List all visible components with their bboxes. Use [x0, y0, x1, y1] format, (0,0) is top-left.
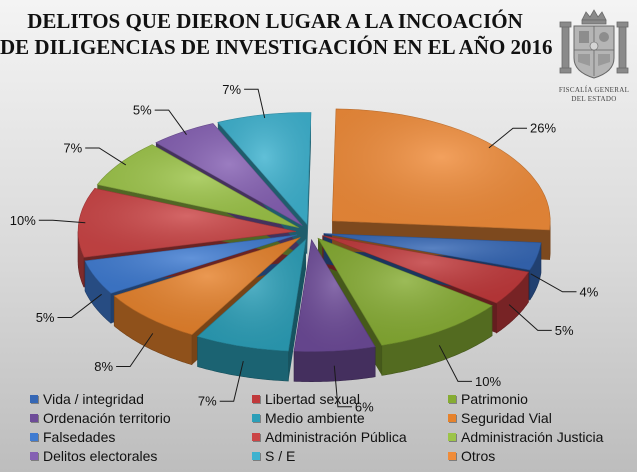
- data-label-9: 7%: [63, 141, 82, 156]
- legend-item: S / E: [252, 447, 448, 465]
- leader-line-2: [508, 304, 552, 331]
- legend-label: Ordenación territorio: [43, 410, 171, 426]
- chart-legend: Vida / integridad Libertad sexual Patrimon…: [30, 390, 630, 465]
- legend-item: Otros: [448, 447, 628, 465]
- legend-item: Seguridad Vial: [448, 409, 628, 427]
- legend-swatch: [448, 452, 456, 460]
- leader-line-5: [219, 360, 244, 402]
- legend-label: Administración Justicia: [461, 429, 604, 445]
- legend-item: Patrimonio: [448, 390, 628, 408]
- leader-line-3: [438, 345, 472, 382]
- legend-item: Medio ambiente: [252, 409, 448, 427]
- legend-label: Administración Pública: [265, 429, 407, 445]
- data-label-6: 8%: [94, 359, 113, 374]
- pie-slice-sheen-0: [332, 108, 551, 230]
- leader-line-11: [244, 88, 266, 119]
- data-label-10: 5%: [133, 103, 152, 118]
- legend-item: Vida / integridad: [30, 390, 252, 408]
- coat-of-arms-logo: FISCALÍA GENERAL DEL ESTADO: [552, 6, 636, 106]
- legend-swatch: [30, 452, 38, 460]
- legend-item: Libertad sexual: [252, 390, 448, 408]
- pie-slice-sheen-7: [85, 234, 298, 294]
- legend-label: Medio ambiente: [265, 410, 365, 426]
- legend-item: Administración Justicia: [448, 428, 628, 446]
- legend-swatch: [30, 433, 38, 441]
- pie-slice-side-4: [293, 346, 376, 382]
- data-label-5: 7%: [198, 394, 217, 409]
- legend-swatch: [448, 395, 456, 403]
- pie-slice-cut-5: [288, 239, 306, 381]
- legend-item: Administración Pública: [252, 428, 448, 446]
- data-label-7: 5%: [36, 310, 55, 325]
- pie-data-labels: 26% 4% 5% 10% 6% 7% 8% 5% 10% 7% 5% 7%: [10, 82, 599, 414]
- data-label-2: 5%: [555, 323, 574, 338]
- legend-label: Delitos electorales: [43, 448, 158, 464]
- chart-title-line-1: DELITOS QUE DIERON LUGAR A LA INCOACIÓN: [27, 9, 523, 33]
- pie-slice-sheen-5: [197, 239, 306, 351]
- data-label-3: 10%: [475, 374, 501, 389]
- legend-label: Seguridad Vial: [461, 410, 552, 426]
- pie-slice-sheen-2: [322, 235, 529, 303]
- data-label-8: 10%: [10, 213, 36, 228]
- data-label-0: 26%: [530, 121, 556, 136]
- legend-label: Patrimonio: [461, 391, 528, 407]
- leader-line-0: [488, 127, 527, 149]
- pie-slice-sheen-1: [323, 233, 541, 270]
- legend-swatch: [448, 433, 456, 441]
- pie-slice-sheen-9: [97, 144, 299, 228]
- leader-line-7: [57, 293, 102, 318]
- legend-swatch: [252, 452, 260, 460]
- legend-swatch: [30, 414, 38, 422]
- chart-title-line-2: DE DILIGENCIAS DE INVESTIGACIÓN EN EL AÑ…: [0, 35, 553, 59]
- pie-slice-sheen-11: [217, 112, 311, 225]
- leader-line-9: [85, 147, 127, 166]
- data-label-1: 4%: [580, 284, 599, 299]
- legend-label: Falsedades: [43, 429, 116, 445]
- legend-item: Falsedades: [30, 428, 252, 446]
- pie-slice-sheen-4: [294, 239, 376, 352]
- data-label-11: 7%: [222, 82, 241, 97]
- leader-line-10: [154, 109, 187, 135]
- pie-slice-sheen-6: [114, 237, 301, 335]
- legend-swatch: [252, 414, 260, 422]
- coat-of-arms-icon: [559, 9, 629, 79]
- leader-line-4: [333, 365, 352, 408]
- chart-title: DELITOS QUE DIERON LUGAR A LA INCOACIÓN …: [0, 8, 553, 60]
- legend-swatch: [30, 395, 38, 403]
- legend-label: S / E: [265, 448, 296, 464]
- legend-item: Delitos electorales: [30, 447, 252, 465]
- emblem-caption-line-2: DEL ESTADO: [571, 95, 617, 103]
- pie-slice-sheen-10: [155, 123, 303, 226]
- pie-leader-lines: [38, 88, 577, 408]
- legend-label: Libertad sexual: [265, 391, 360, 407]
- data-label-4: 6%: [355, 399, 374, 414]
- leader-line-6: [116, 333, 154, 367]
- legend-swatch: [252, 433, 260, 441]
- legend-label: Vida / integridad: [43, 391, 144, 407]
- legend-swatch: [252, 395, 260, 403]
- leader-line-1: [530, 273, 577, 293]
- legend-swatch: [448, 414, 456, 422]
- pie-slice-sheen-3: [318, 238, 493, 346]
- pie-slice-tops: [77, 108, 551, 352]
- emblem-caption-line-1: FISCALÍA GENERAL: [558, 86, 630, 94]
- leader-line-8: [38, 219, 86, 224]
- legend-item: Ordenación territorio: [30, 409, 252, 427]
- legend-label: Otros: [461, 448, 496, 464]
- pie-slice-sheen-8: [78, 188, 296, 258]
